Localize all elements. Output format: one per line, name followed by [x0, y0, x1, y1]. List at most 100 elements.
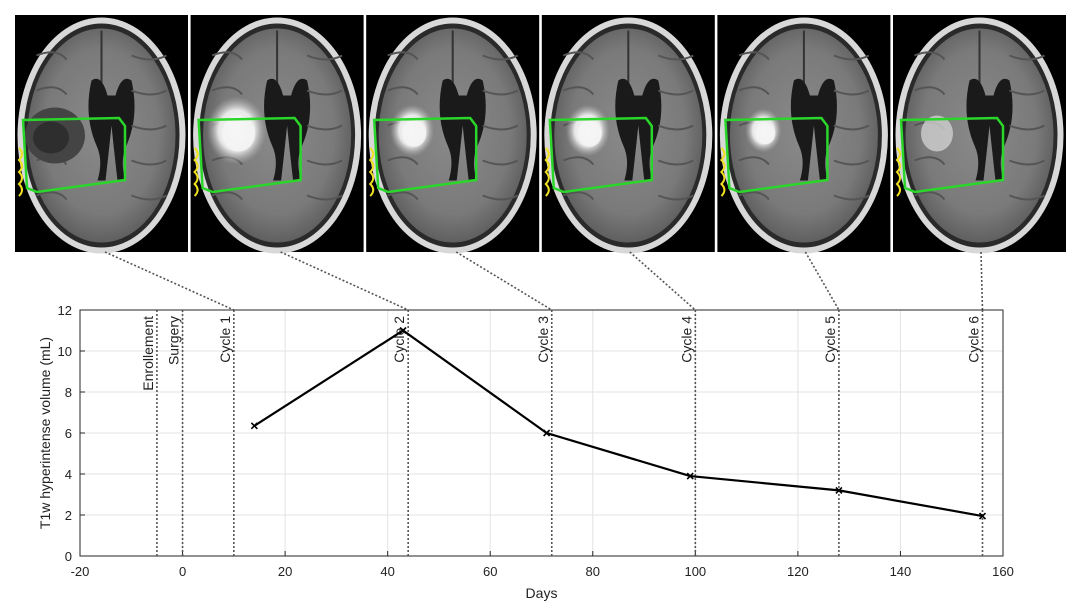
x-ticks: -20 0 20 40 60 80 100 120 140 160	[71, 551, 1014, 579]
ventricles	[88, 78, 135, 181]
roi-outline	[548, 116, 654, 194]
x-tick-label: 80	[586, 564, 600, 579]
sulcus	[738, 156, 770, 166]
connector-line	[980, 251, 984, 311]
y-tick-label: 0	[65, 549, 72, 564]
data-point	[543, 429, 551, 437]
mri-panel-1	[15, 15, 188, 254]
sulcus	[131, 54, 167, 61]
sulcus	[562, 191, 595, 201]
roi-outline	[21, 116, 127, 194]
mri-panel-2	[190, 15, 364, 254]
ventricles	[790, 78, 837, 181]
event-lines: Enrollement Surgery Cycle 1 Cycle 2 Cycle 3 C…	[140, 310, 984, 556]
sulcus	[657, 159, 694, 166]
sulcus	[306, 54, 343, 61]
x-tick-label: 120	[787, 564, 809, 579]
sulcus	[306, 89, 343, 96]
sulcus	[1009, 194, 1045, 201]
sulcus	[36, 86, 68, 96]
sulcus	[833, 124, 870, 131]
event-label: Cycle 3	[535, 316, 551, 363]
data-point	[399, 326, 407, 335]
sulcus	[211, 51, 243, 61]
sulcus	[657, 194, 694, 201]
data-point-marker	[686, 472, 694, 480]
sulcus	[562, 51, 595, 61]
sulcus	[738, 191, 770, 201]
x-tick-label: 20	[278, 564, 292, 579]
sulcus	[387, 51, 419, 61]
data-point	[250, 422, 258, 430]
event-label: Cycle 1	[217, 316, 233, 363]
margin-outline	[719, 147, 726, 197]
margin-outline	[368, 147, 375, 197]
roi-outline	[372, 116, 478, 194]
event-label: Enrollement	[140, 316, 156, 391]
x-tick-label: 160	[992, 564, 1014, 579]
sulcus	[914, 156, 946, 166]
roi-outline	[197, 116, 302, 194]
x-tick-label: 0	[179, 564, 186, 579]
event-label: Cycle 2	[391, 316, 407, 363]
lesion	[402, 120, 427, 147]
connector-line	[804, 251, 840, 311]
ventricles	[966, 78, 1013, 181]
sulcus	[562, 86, 595, 96]
sulcus	[36, 191, 68, 201]
sulcus	[482, 89, 519, 96]
x-tick-label: 140	[890, 564, 912, 579]
sulcus	[306, 124, 343, 131]
sulcus	[306, 194, 343, 201]
lesion	[577, 120, 602, 147]
margin-outline	[193, 147, 199, 197]
sulcus	[482, 124, 519, 131]
data-point	[835, 486, 843, 494]
y-tick-label: 8	[65, 385, 72, 400]
margin-outline	[895, 147, 901, 197]
sulcus	[833, 194, 870, 201]
data-point-marker	[978, 512, 987, 520]
sulcus	[211, 86, 243, 96]
y-tick-label: 10	[58, 344, 72, 359]
sulcus	[387, 86, 419, 96]
mri-panel-4	[541, 15, 715, 254]
series-line	[253, 329, 983, 518]
sulcus	[131, 89, 167, 96]
sulcus	[131, 159, 167, 166]
y-tick-label: 6	[65, 426, 72, 441]
sulcus	[914, 191, 946, 201]
sulcus	[482, 54, 519, 61]
y-axis-label: T1w hyperintense volume (mL)	[37, 337, 53, 529]
data-point-marker	[250, 422, 258, 430]
x-tick-label: -20	[71, 564, 90, 579]
sulcus	[387, 191, 419, 201]
roi-outline	[899, 116, 1005, 194]
event-label: Cycle 4	[678, 316, 694, 363]
sulcus	[833, 159, 870, 166]
sulcus	[131, 124, 167, 131]
lesion	[33, 121, 69, 154]
event-label: Surgery	[166, 316, 182, 365]
sulcus	[562, 156, 595, 166]
y-tick-label: 4	[65, 467, 72, 482]
x-tick-label: 100	[684, 564, 706, 579]
sulcus	[1009, 89, 1045, 96]
sulcus	[482, 194, 519, 201]
sulcus	[36, 51, 68, 61]
connector-line	[455, 251, 553, 311]
sulcus	[738, 51, 770, 61]
data-point	[978, 512, 987, 520]
connector-lines	[104, 251, 984, 311]
lesion	[755, 122, 776, 145]
sulcus	[657, 124, 694, 131]
sulcus	[306, 159, 343, 166]
roi-outline	[724, 116, 829, 194]
ventricles	[615, 78, 662, 181]
lesion	[222, 115, 256, 152]
sulcus	[1009, 159, 1045, 166]
sulcus	[738, 86, 770, 96]
data-point	[686, 472, 694, 480]
